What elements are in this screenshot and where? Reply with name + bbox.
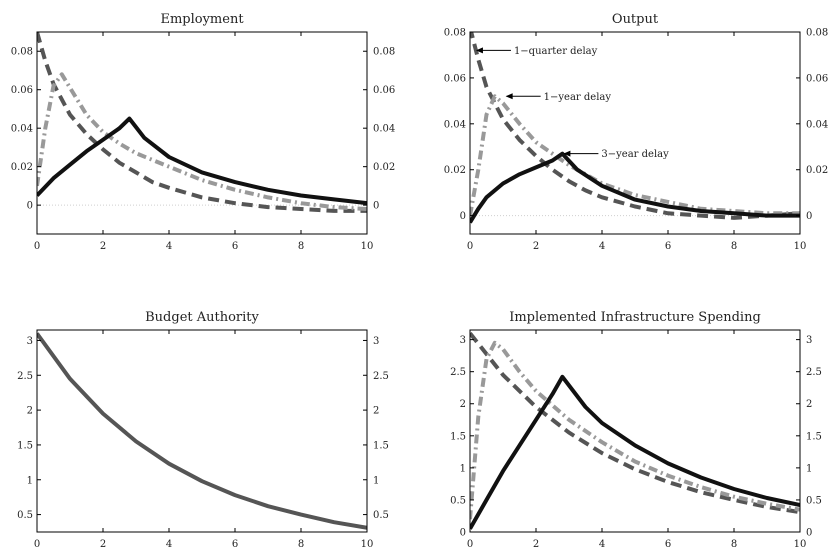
chart-title: Output [612, 12, 659, 27]
y-tick-label-right: 0.04 [373, 124, 395, 135]
x-tick-label: 2 [100, 539, 106, 550]
series-line-solid [470, 374, 800, 530]
y-tick-label-left: 0 [460, 211, 466, 222]
chart-title: Budget Authority [145, 310, 259, 325]
y-tick-label-right: 3 [806, 335, 812, 346]
x-tick-label: 0 [467, 539, 473, 550]
series-line-dash [470, 331, 800, 515]
y-tick-label-left: 0.08 [444, 28, 466, 39]
y-tick-label-right: 0.5 [373, 510, 389, 521]
y-tick-label-right: 0.06 [806, 73, 828, 84]
y-tick-label-left: 0.04 [444, 119, 466, 130]
y-tick-label-left: 1 [460, 463, 466, 474]
chart-panel-3: Implemented Infrastructure Spending 0 2 4 6 8… [450, 310, 822, 550]
y-tick-label-left: 0 [460, 528, 466, 539]
x-tick-label: 6 [665, 539, 671, 550]
x-tick-label: 8 [298, 539, 304, 550]
series-line-solid [470, 151, 800, 224]
x-tick-label: 0 [34, 241, 40, 252]
y-tick-label-right: 0.08 [373, 47, 395, 58]
chart-panel-2: Budget Authority 0 2 4 6 8 10 0.5 0.5 1 1 1.5 1.5 2 2 2… [17, 310, 389, 550]
y-tick-label-right: 1 [373, 475, 379, 486]
y-tick-label-right: 1 [806, 463, 812, 474]
plot-frame [469, 329, 801, 533]
x-tick-label: 10 [794, 241, 807, 252]
y-tick-label-right: 0.5 [806, 495, 822, 506]
y-tick-label-left: 0.06 [444, 73, 466, 84]
x-tick-label: 0 [34, 539, 40, 550]
y-tick-label-left: 3 [27, 336, 33, 347]
annotation-label: 3−year delay [601, 149, 669, 160]
x-tick-label: 2 [100, 241, 106, 252]
x-tick-label: 10 [794, 539, 807, 550]
y-tick-label-right: 0.08 [806, 28, 828, 39]
y-tick-label-left: 0.06 [11, 85, 33, 96]
y-tick-label-right: 0.04 [806, 119, 828, 130]
plot-frame [36, 31, 368, 235]
y-tick-label-right: 3 [373, 336, 379, 347]
y-tick-label-right: 2.5 [806, 367, 822, 378]
x-tick-label: 6 [232, 539, 238, 550]
x-tick-label: 4 [599, 241, 605, 252]
x-tick-label: 4 [599, 539, 605, 550]
x-tick-label: 2 [533, 539, 539, 550]
annotation-label: 1−year delay [544, 92, 612, 103]
x-tick-label: 10 [361, 241, 374, 252]
x-tick-label: 4 [166, 539, 172, 550]
y-tick-label-left: 1.5 [17, 440, 33, 451]
y-tick-label-right: 0 [806, 211, 812, 222]
annotation-arrowhead [563, 150, 571, 157]
y-tick-label-right: 1.5 [373, 440, 389, 451]
series-line-dashdot [37, 72, 367, 211]
series-line-solid [37, 332, 367, 530]
series-line-solid [37, 116, 367, 206]
y-tick-label-right: 2 [806, 399, 812, 410]
annotation-arrowhead [475, 47, 483, 54]
y-tick-label-left: 0.08 [11, 47, 33, 58]
y-tick-label-left: 0.04 [11, 124, 33, 135]
y-tick-label-right: 0.06 [373, 85, 395, 96]
y-tick-label-left: 1.5 [450, 431, 466, 442]
y-tick-label-left: 0.5 [17, 510, 33, 521]
y-tick-label-right: 2 [373, 406, 379, 417]
y-tick-label-left: 0.02 [11, 162, 33, 173]
plot-frame [36, 329, 368, 533]
y-tick-label-left: 2.5 [17, 371, 33, 382]
x-tick-label: 0 [467, 241, 473, 252]
y-tick-label-right: 2.5 [373, 371, 389, 382]
series-line-dash [37, 32, 367, 213]
series-line-dash [470, 32, 800, 220]
x-tick-label: 8 [731, 241, 737, 252]
x-tick-label: 8 [731, 539, 737, 550]
y-tick-label-left: 0.02 [444, 165, 466, 176]
x-tick-label: 4 [166, 241, 172, 252]
annotation-label: 1−quarter delay [514, 46, 598, 57]
y-tick-label-left: 0 [27, 201, 33, 212]
y-tick-label-left: 2 [460, 399, 466, 410]
plot-frame [469, 31, 801, 235]
x-tick-label: 8 [298, 241, 304, 252]
y-tick-label-left: 3 [460, 335, 466, 346]
y-tick-label-right: 1.5 [806, 431, 822, 442]
y-tick-label-left: 2 [27, 406, 33, 417]
y-tick-label-right: 0.02 [373, 162, 395, 173]
y-tick-label-right: 0 [806, 528, 812, 539]
y-tick-label-left: 2.5 [450, 367, 466, 378]
chart-title: Implemented Infrastructure Spending [509, 310, 761, 325]
x-tick-label: 10 [361, 539, 374, 550]
chart-title: Employment [160, 12, 244, 27]
x-tick-label: 6 [665, 241, 671, 252]
x-tick-label: 2 [533, 241, 539, 252]
y-tick-label-left: 0.5 [450, 495, 466, 506]
y-tick-label-right: 0.02 [806, 165, 828, 176]
x-tick-label: 6 [232, 241, 238, 252]
y-tick-label-right: 0 [373, 201, 379, 212]
annotation-arrowhead [505, 93, 513, 100]
series-line-dashdot [470, 340, 800, 520]
chart-panel-0: Employment 0 2 4 6 8 10 0 0 0.02 0.02 0.04 0.04 0.06 0… [11, 12, 396, 252]
chart-panel-1: Output 0 2 4 6 8 10 0 0 0.02 0.02 0.04 0.04 0.06 0.06 0… [444, 12, 829, 252]
series-line-dashdot [470, 94, 800, 216]
y-tick-label-left: 1 [27, 475, 33, 486]
